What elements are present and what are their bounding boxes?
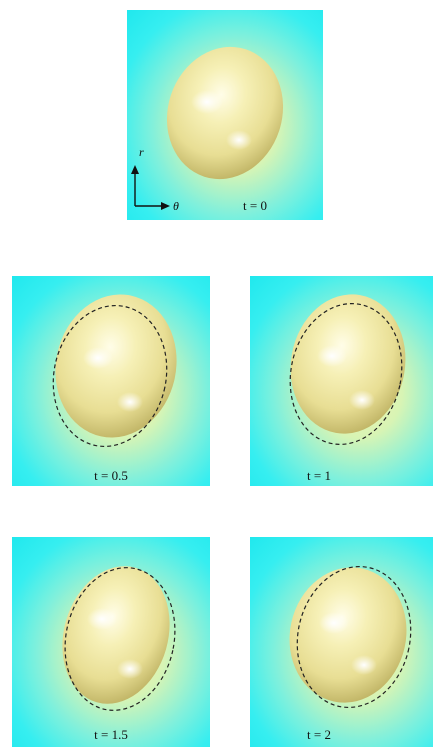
sphere-highlight xyxy=(87,608,117,630)
sphere-highlight xyxy=(83,347,113,369)
time-label: t = 0.5 xyxy=(94,468,128,483)
sphere xyxy=(62,566,170,704)
time-label: t = 1 xyxy=(307,468,331,483)
sphere-highlight xyxy=(117,659,143,679)
axes-indicator: r θ xyxy=(131,145,179,213)
panel-t1: t = 1 xyxy=(250,276,433,486)
axis-label-r: r xyxy=(139,145,144,159)
sphere xyxy=(166,46,284,180)
sphere xyxy=(290,294,406,434)
axis-label-theta: θ xyxy=(173,199,179,213)
sphere-highlight xyxy=(319,612,349,634)
sphere-highlight xyxy=(226,130,252,150)
time-label: t = 0 xyxy=(243,198,267,213)
panel-t1-5: t = 1.5 xyxy=(12,537,210,747)
sphere-figure xyxy=(62,566,176,711)
reference-outline xyxy=(64,567,176,711)
sphere-highlight xyxy=(349,390,375,410)
time-label: t = 2 xyxy=(307,727,331,742)
reference-outline xyxy=(296,565,412,709)
sphere-figure xyxy=(52,294,177,448)
panel-t0-5: t = 0.5 xyxy=(12,276,210,486)
panel-t2: t = 2 xyxy=(250,537,433,747)
sphere-highlight xyxy=(191,90,223,114)
reference-outline xyxy=(52,304,168,448)
sphere-highlight xyxy=(317,345,347,367)
sphere-figure xyxy=(289,565,412,709)
sphere-figure: r θ xyxy=(131,46,284,213)
time-label: t = 1.5 xyxy=(94,727,128,742)
sphere-highlight xyxy=(117,392,143,412)
sphere xyxy=(289,567,407,703)
sphere xyxy=(55,294,177,438)
sphere-highlight xyxy=(351,655,377,675)
reference-outline xyxy=(289,303,403,445)
panel-t0: r θ t = 0 xyxy=(127,10,323,220)
sphere-figure xyxy=(289,294,406,445)
